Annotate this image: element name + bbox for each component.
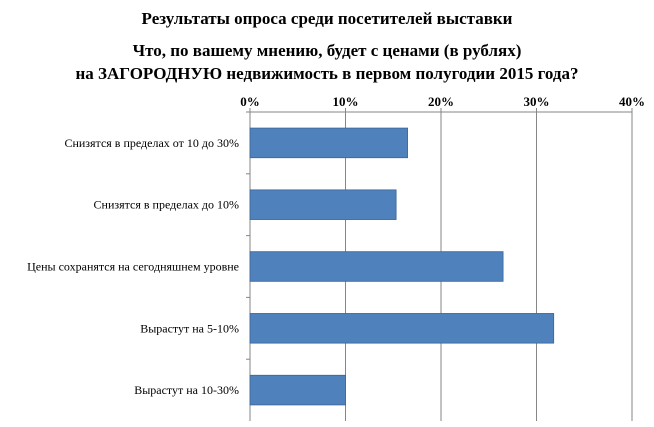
category-label: Вырастут на 10-30%: [134, 383, 239, 397]
bar: [249, 251, 504, 282]
chart-title-line-3: на ЗАГОРОДНУЮ недвижимость в первом полу…: [76, 64, 579, 83]
category-label: Цены сохранятся на сегодняшнем уровне: [27, 260, 239, 274]
bar: [249, 313, 555, 344]
x-tick-label: 30%: [524, 94, 550, 109]
category-label: Снизятся в пределах от 10 до 30%: [64, 136, 239, 150]
bars: [249, 127, 555, 406]
category-label: Вырастут на 5-10%: [140, 321, 239, 335]
bar: [249, 374, 346, 406]
x-tick-label: 10%: [333, 94, 359, 109]
y-axis-categories: Снизятся в пределах от 10 до 30% Снизятся…: [27, 136, 239, 397]
x-tick-label: 20%: [428, 94, 454, 109]
bar: [249, 127, 408, 159]
bar: [249, 189, 397, 220]
chart-title-line-1: Результаты опроса среди посетителей выст…: [142, 9, 513, 28]
x-tick-label: 40%: [619, 94, 645, 109]
chart-title-line-2: Что, по вашему мнению, будет с ценами (в…: [133, 41, 522, 60]
x-axis-ticks: 0% 10% 20% 30% 40%: [240, 94, 645, 109]
x-tick-label: 0%: [240, 94, 260, 109]
category-label: Снизятся в пределах до 10%: [94, 198, 239, 212]
